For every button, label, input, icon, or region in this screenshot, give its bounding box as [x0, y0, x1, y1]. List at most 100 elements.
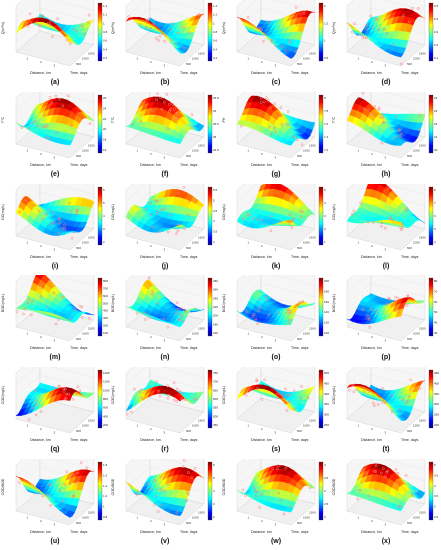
- observation-points: [246, 6, 306, 53]
- observation-point: [156, 199, 159, 203]
- distance-tick-label: 2: [40, 427, 42, 431]
- time-tick-label: 1500: [309, 143, 316, 147]
- observation-point: [53, 386, 57, 390]
- observation-point: [418, 387, 422, 390]
- observation-point: [186, 213, 190, 217]
- observation-point: [276, 467, 279, 471]
- colorbar-tick-label: 0.8: [103, 30, 108, 34]
- colorbar-tick-label: 25: [213, 135, 217, 139]
- observation-point: [255, 379, 259, 383]
- observation-point: [30, 121, 34, 124]
- observation-point: [149, 27, 153, 30]
- observation-point: [255, 387, 259, 391]
- observation-point: [26, 301, 30, 305]
- observation-point: [259, 28, 263, 32]
- observation-points: [348, 378, 422, 414]
- colorbar-tick-label: 60: [434, 300, 438, 304]
- observation-point: [39, 24, 43, 28]
- grid-line: [346, 459, 368, 477]
- time-tick-label: 500: [76, 337, 81, 341]
- observation-point: [76, 111, 79, 115]
- x-axis-label: Distance, km: [251, 255, 272, 259]
- observation-point: [277, 491, 280, 495]
- observation-point: [375, 488, 378, 492]
- z-axis-label: DO(mg/L): [111, 204, 115, 220]
- observation-point: [140, 396, 144, 400]
- observation-point: [254, 317, 258, 321]
- surface-patch: [64, 318, 73, 323]
- colorbar-tick-label: 400: [103, 309, 108, 313]
- time-tick-label: 1000: [303, 424, 310, 428]
- observation-point: [184, 310, 188, 314]
- grid-line: [149, 374, 205, 390]
- x-axis-label: Distance, km: [361, 530, 382, 534]
- observation-point: [38, 283, 41, 287]
- distance-tick-label: 2: [371, 152, 373, 156]
- observation-point: [296, 303, 299, 307]
- colorbar-tick-label: 2: [324, 227, 326, 231]
- colorbar-tick-label: 1.5: [324, 21, 329, 25]
- colorbar-tick-label: 250: [324, 423, 329, 427]
- time-tick-label: 500: [407, 62, 412, 66]
- observation-points: [361, 92, 422, 145]
- observation-point: [386, 187, 390, 191]
- observation-point: [144, 318, 147, 321]
- observation-point: [147, 17, 151, 21]
- distance-tick-label: 2: [261, 519, 263, 523]
- observation-point: [24, 198, 28, 202]
- colorbar-tick-label: 140: [324, 310, 329, 314]
- observation-point: [34, 399, 37, 402]
- observation-point: [41, 494, 45, 498]
- colorbar-tick-label: 280: [213, 279, 218, 283]
- observation-point: [407, 300, 410, 304]
- observation-point: [34, 403, 38, 406]
- distance-tick-label: 3: [164, 431, 166, 435]
- colorbar-tick-label: 0.1: [434, 56, 439, 60]
- observation-point: [376, 403, 380, 406]
- grid-line: [149, 282, 205, 298]
- panel-label: (w): [270, 538, 282, 545]
- observation-point: [49, 484, 52, 487]
- observation-point: [175, 511, 179, 514]
- observation-point: [294, 49, 298, 53]
- observation-point: [193, 397, 196, 401]
- z-axis-label: COD(mg/L): [222, 386, 226, 404]
- distance-tick-label: 1: [27, 241, 29, 245]
- observation-point: [394, 309, 397, 313]
- colorbar: [97, 461, 103, 521]
- colorbar-tick-label: 0.2: [434, 43, 439, 47]
- observation-point: [135, 493, 139, 497]
- observation-point: [381, 386, 384, 390]
- colorbar-tick-label: 2: [324, 4, 326, 8]
- observation-point: [39, 410, 43, 413]
- observation-point: [72, 494, 76, 498]
- observation-point: [163, 207, 167, 211]
- grid-line: [15, 459, 37, 477]
- time-tick-label: 1000: [192, 424, 199, 428]
- grid-line: [383, 0, 426, 11]
- time-tick-label: 500: [297, 521, 302, 525]
- colorbar-tick-label: 5: [213, 198, 215, 202]
- observation-point: [190, 113, 194, 117]
- distance-tick-label: 3: [275, 64, 277, 68]
- observation-point: [63, 397, 67, 401]
- observation-point: [140, 388, 143, 392]
- colorbar-tick-label: 3: [324, 214, 326, 218]
- time-tick-label: 1500: [88, 418, 95, 422]
- observation-point: [155, 36, 158, 40]
- colorbar-tick-label: 1.4: [103, 484, 108, 488]
- observation-point: [401, 222, 405, 226]
- observation-point: [273, 102, 276, 106]
- surface-patch: [64, 513, 73, 518]
- grid-line: [15, 0, 37, 18]
- time-tick-label: 500: [76, 62, 81, 66]
- observation-point: [50, 101, 54, 105]
- observation-point: [355, 388, 359, 392]
- observation-point: [160, 208, 164, 212]
- observation-point: [403, 302, 407, 306]
- observation-point: [257, 309, 261, 313]
- observation-point: [308, 486, 312, 490]
- observation-point: [301, 10, 305, 13]
- observation-point: [20, 125, 24, 129]
